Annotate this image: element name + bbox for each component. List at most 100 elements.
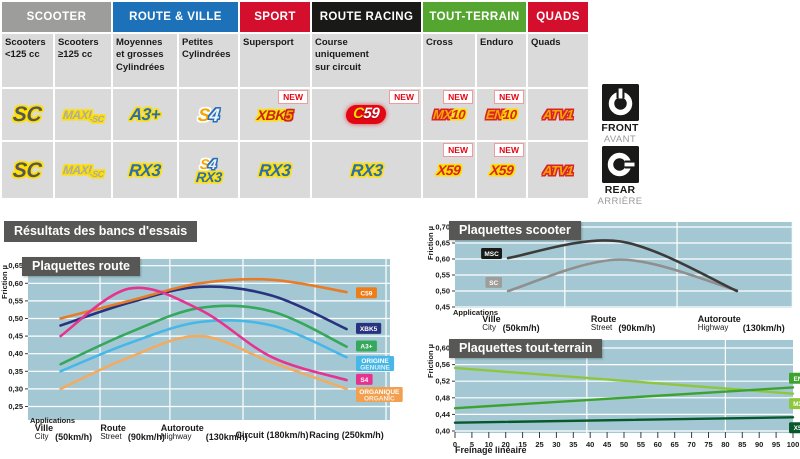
- subcategory-cell: Scooters <125 cc: [2, 34, 53, 87]
- series-line-XBK5: [59, 285, 348, 331]
- series-line-ORIGINE: [59, 319, 348, 373]
- subcategory-cell: Scooters ≥125 cc: [55, 34, 111, 87]
- chart-plaquettes-route: Plaquettes route 0,65 0,60 0,55 0,50 0,45 0,4…: [0, 250, 403, 459]
- category-label: Circuit (180km/h): [235, 430, 309, 440]
- y-tick-label: 0,40: [435, 427, 450, 436]
- svg-text:SC: SC: [489, 280, 498, 287]
- x-tick-label: 30: [552, 440, 560, 449]
- front-pad-cell: S4: [179, 89, 238, 140]
- x-tick-label: 95: [772, 440, 780, 449]
- front-pad-cell: A3+: [113, 89, 177, 140]
- y-axis-label: Friction µ: [426, 344, 435, 378]
- front-axle-indicator: FRONT AVANT: [592, 84, 648, 145]
- new-badge: NEW: [494, 143, 524, 157]
- y-tick-label: 0,52: [435, 377, 450, 386]
- x-axis-label: Freinage linéaire: [455, 445, 527, 455]
- rear-pad-cell: X59 NEW: [423, 142, 475, 198]
- product-logo-rx3: RX3: [128, 160, 162, 180]
- svg-text:EN10: EN10: [793, 376, 800, 383]
- x-tick-label: 40: [586, 440, 594, 449]
- front-label-fr: AVANT: [603, 134, 637, 145]
- front-pad-cell: ATV1: [528, 89, 588, 140]
- front-brake-disc-icon: [601, 84, 639, 121]
- y-tick-label: 0,48: [435, 393, 450, 402]
- y-tick-label: 0,65: [8, 261, 23, 270]
- x-axis-label: Applications: [453, 308, 499, 317]
- product-logo-atv1: ATV1: [542, 162, 574, 178]
- front-pad-cell: C59 NEW: [312, 89, 421, 140]
- y-tick-label: 0,35: [8, 367, 23, 376]
- category-label: Autoroute Highway (130km/h): [697, 314, 785, 333]
- svg-text:ORIGINE: ORIGINE: [361, 358, 389, 365]
- product-logo-rx3: RX3: [349, 160, 384, 180]
- series-line-MX10: [453, 366, 795, 395]
- subcategory-cell: Moyennes et grosses Cylindrées: [113, 34, 177, 87]
- svg-text:C59: C59: [360, 290, 372, 297]
- y-tick-label: 0,55: [435, 270, 450, 279]
- product-logo-rx3: RX3: [258, 160, 292, 180]
- series-line-SC: [506, 258, 739, 293]
- x-tick-label: 10: [485, 440, 493, 449]
- chart-title: Plaquettes scooter: [449, 221, 581, 240]
- chart-title: Plaquettes tout-terrain: [449, 339, 603, 358]
- new-badge: NEW: [443, 143, 473, 157]
- category-header: SCOOTER: [2, 2, 111, 32]
- svg-text:ORGANIC: ORGANIC: [364, 395, 395, 402]
- product-logo-atv1: ATV1: [542, 107, 574, 122]
- x-tick-label: 55: [637, 440, 645, 449]
- y-tick-label: 0,50: [435, 286, 450, 295]
- rear-axle-indicator: REAR ARRIÈRE: [592, 146, 648, 207]
- svg-text:S4: S4: [360, 377, 368, 384]
- product-logo-c59: C59: [345, 105, 388, 124]
- x-tick-label: 90: [755, 440, 763, 449]
- series-badge-S4: S4: [356, 373, 373, 385]
- y-tick-label: 0,60: [435, 344, 450, 353]
- category-label: Route Street (90km/h): [100, 423, 165, 442]
- x-tick-label: 60: [654, 440, 662, 449]
- subcategory-cell: Petites Cylindrées: [179, 34, 238, 87]
- x-tick-label: 15: [518, 440, 526, 449]
- series-badge-A3+: A3+: [356, 340, 377, 352]
- rear-pad-cell: SC: [2, 142, 53, 198]
- rear-pad-cell: X59 NEW: [477, 142, 526, 198]
- series-badge-X59: X59: [789, 422, 800, 434]
- category-label: Autoroute Highway (130km/h): [160, 423, 248, 442]
- rear-label-fr: ARRIÈRE: [597, 196, 643, 207]
- y-tick-label: 0,25: [8, 402, 23, 411]
- front-pad-cell: EN10 NEW: [477, 89, 526, 140]
- y-tick-label: 0,40: [8, 349, 23, 358]
- product-logo-en10: EN10: [485, 107, 518, 122]
- front-label: FRONT: [601, 122, 639, 134]
- svg-text:ORGANIQUE: ORGANIQUE: [359, 389, 400, 396]
- y-tick-label: 0,65: [435, 238, 450, 247]
- product-logo-sc: SC: [12, 158, 43, 182]
- subcategory-row: Scooters <125 cc Scooters ≥125 cc Moyennes…: [2, 34, 588, 87]
- y-tick-label: 0,70: [435, 222, 450, 231]
- y-tick-label: 0,45: [8, 332, 23, 341]
- x-tick-label: 65: [671, 440, 679, 449]
- y-tick-label: 0,60: [8, 279, 23, 288]
- front-pad-cell: XBK5 NEW: [240, 89, 310, 140]
- series-badge-EN10: EN10: [789, 372, 800, 384]
- category-header: QUADS: [528, 2, 588, 32]
- svg-text:XBK5: XBK5: [360, 326, 378, 333]
- product-logo-maxi-sc: MAXI-SC: [61, 163, 104, 179]
- series-badge-C59: C59: [356, 287, 377, 299]
- chart-plaquettes-scooter: Plaquettes scooter 0,70 0,65 0,60 0,55 0,50 0…: [424, 215, 800, 340]
- subcategory-cell: Quads: [528, 34, 588, 87]
- subcategory-cell: Course uniquement sur circuit: [312, 34, 421, 87]
- series-badge-SC: SC: [485, 276, 502, 288]
- series-line-C59: [59, 277, 348, 320]
- product-logo-x59: X59: [489, 162, 514, 178]
- rear-brake-disc-icon: [601, 146, 639, 183]
- new-badge: NEW: [494, 90, 524, 104]
- subcategory-cell: Cross: [423, 34, 475, 87]
- rear-pad-cell: S4 RX3: [179, 142, 238, 198]
- series-badge-MSC: MSC: [481, 248, 502, 260]
- subcategory-cell: Enduro: [477, 34, 526, 87]
- series-line-ORGANIQUE: [59, 334, 348, 391]
- y-tick-label: 0,45: [435, 302, 450, 311]
- x-tick-label: 75: [704, 440, 712, 449]
- rear-pad-cell: ATV1: [528, 142, 588, 198]
- series-line-EN10: [453, 386, 795, 410]
